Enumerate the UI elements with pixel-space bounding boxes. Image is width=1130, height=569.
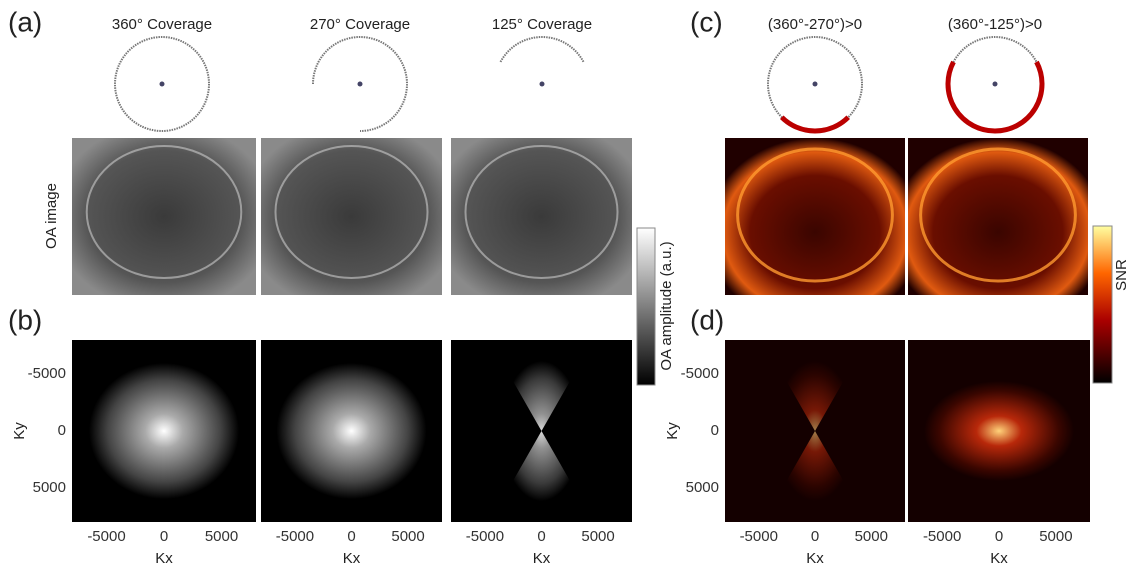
center-point: [358, 82, 363, 87]
y-tick-label: 0: [58, 422, 66, 439]
y-axis-label: Ky: [11, 422, 28, 440]
x-tick-label: -5000: [923, 528, 961, 545]
difference-arc: [782, 117, 848, 131]
colorbar-gray: [637, 228, 655, 385]
x-tick-label: 5000: [581, 528, 614, 545]
x-tick-label: 0: [995, 528, 1003, 545]
x-tick-label: -5000: [276, 528, 314, 545]
difference-arc: [948, 62, 1042, 131]
column-title: (360°-125°)>0: [948, 16, 1042, 33]
x-tick-label: 5000: [391, 528, 424, 545]
panel-label: (a): [8, 6, 42, 37]
center-point: [540, 82, 545, 87]
x-tick-label: 0: [347, 528, 355, 545]
column-title: 125° Coverage: [492, 16, 592, 33]
x-tick-label: 5000: [1039, 528, 1072, 545]
x-axis-label: Kx: [806, 550, 824, 567]
column-title: 360° Coverage: [112, 16, 212, 33]
center-point: [993, 82, 998, 87]
oa-image: [72, 138, 256, 295]
kspace-spectrum: [89, 363, 239, 499]
center-point: [813, 82, 818, 87]
x-tick-label: -5000: [466, 528, 504, 545]
kspace-spectrum: [277, 363, 427, 499]
x-tick-label: -5000: [87, 528, 125, 545]
colorbar-snr: [1093, 226, 1112, 383]
x-tick-label: 0: [811, 528, 819, 545]
row-label: OA image: [43, 183, 60, 249]
column-title: (360°-270°)>0: [768, 16, 862, 33]
panel-label: (d): [690, 304, 724, 335]
center-point: [160, 82, 165, 87]
x-tick-label: 0: [537, 528, 545, 545]
x-axis-label: Kx: [533, 550, 551, 567]
x-axis-label: Kx: [155, 550, 173, 567]
y-tick-label: 5000: [33, 479, 66, 496]
snr-image: [725, 138, 905, 295]
oa-image: [451, 138, 632, 295]
snr-image: [908, 138, 1088, 295]
y-tick-label: 0: [711, 422, 719, 439]
y-tick-label: 5000: [686, 479, 719, 496]
kspace-spectrum: [924, 381, 1074, 481]
x-tick-label: 0: [160, 528, 168, 545]
x-tick-label: 5000: [205, 528, 238, 545]
oa-image: [261, 138, 442, 295]
y-tick-label: -5000: [28, 365, 66, 382]
x-tick-label: 5000: [855, 528, 888, 545]
panel-label: (b): [8, 304, 42, 335]
colorbar-label: OA amplitude (a.u.): [658, 241, 675, 370]
y-tick-label: -5000: [681, 365, 719, 382]
x-axis-label: Kx: [990, 550, 1008, 567]
figure: (a) (b) (c) (d) 360° Coverage 270° Coverage 12…: [0, 0, 1130, 569]
colorbar-label: SNR: [1113, 259, 1130, 291]
column-title: 270° Coverage: [310, 16, 410, 33]
panel-label: (c): [690, 6, 723, 37]
detector-arc: [501, 37, 584, 62]
x-axis-label: Kx: [343, 550, 361, 567]
x-tick-label: -5000: [740, 528, 778, 545]
y-axis-label: Ky: [664, 422, 681, 440]
